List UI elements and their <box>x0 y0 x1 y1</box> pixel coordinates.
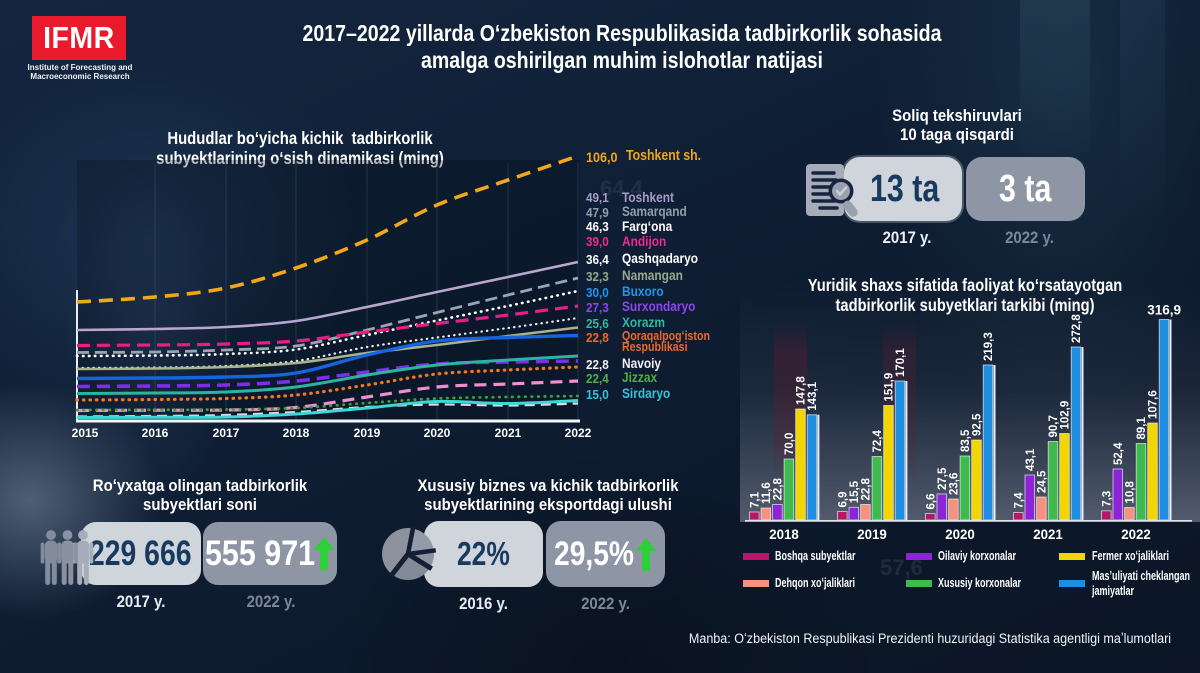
svg-text:6,6: 6,6 <box>925 494 937 510</box>
svg-text:147,8: 147,8 <box>796 376 808 405</box>
svg-text:143,1: 143,1 <box>807 381 819 410</box>
svg-text:92,5: 92,5 <box>972 413 984 436</box>
svg-text:10,8: 10,8 <box>1124 481 1136 504</box>
svg-text:11,6: 11,6 <box>761 482 773 504</box>
svg-text:89,1: 89,1 <box>1136 417 1148 440</box>
svg-text:272,8: 272,8 <box>1071 314 1083 343</box>
svg-text:70,0: 70,0 <box>784 433 796 455</box>
svg-text:170,1: 170,1 <box>895 348 907 377</box>
svg-text:43,1: 43,1 <box>1025 448 1037 471</box>
svg-text:107,6: 107,6 <box>1148 390 1160 419</box>
svg-text:83,5: 83,5 <box>960 429 972 452</box>
svg-text:22,8: 22,8 <box>772 478 784 501</box>
svg-text:7,1: 7,1 <box>749 491 761 508</box>
svg-text:72,4: 72,4 <box>872 430 884 453</box>
svg-text:316,9: 316,9 <box>1147 303 1181 318</box>
svg-text:7,3: 7,3 <box>1101 491 1113 507</box>
svg-text:219,3: 219,3 <box>983 332 995 361</box>
svg-text:7,4: 7,4 <box>1013 492 1025 509</box>
svg-text:151,9: 151,9 <box>884 373 896 402</box>
svg-text:24,5: 24,5 <box>1036 470 1048 493</box>
svg-text:15,5: 15,5 <box>849 480 861 503</box>
svg-text:22,8: 22,8 <box>860 478 872 501</box>
svg-text:90,7: 90,7 <box>1048 415 1060 437</box>
svg-text:23,6: 23,6 <box>948 473 960 495</box>
svg-text:27,5: 27,5 <box>937 467 949 490</box>
svg-text:6,9: 6,9 <box>837 492 849 508</box>
svg-text:52,4: 52,4 <box>1113 442 1125 465</box>
svg-text:102,9: 102,9 <box>1060 401 1072 430</box>
